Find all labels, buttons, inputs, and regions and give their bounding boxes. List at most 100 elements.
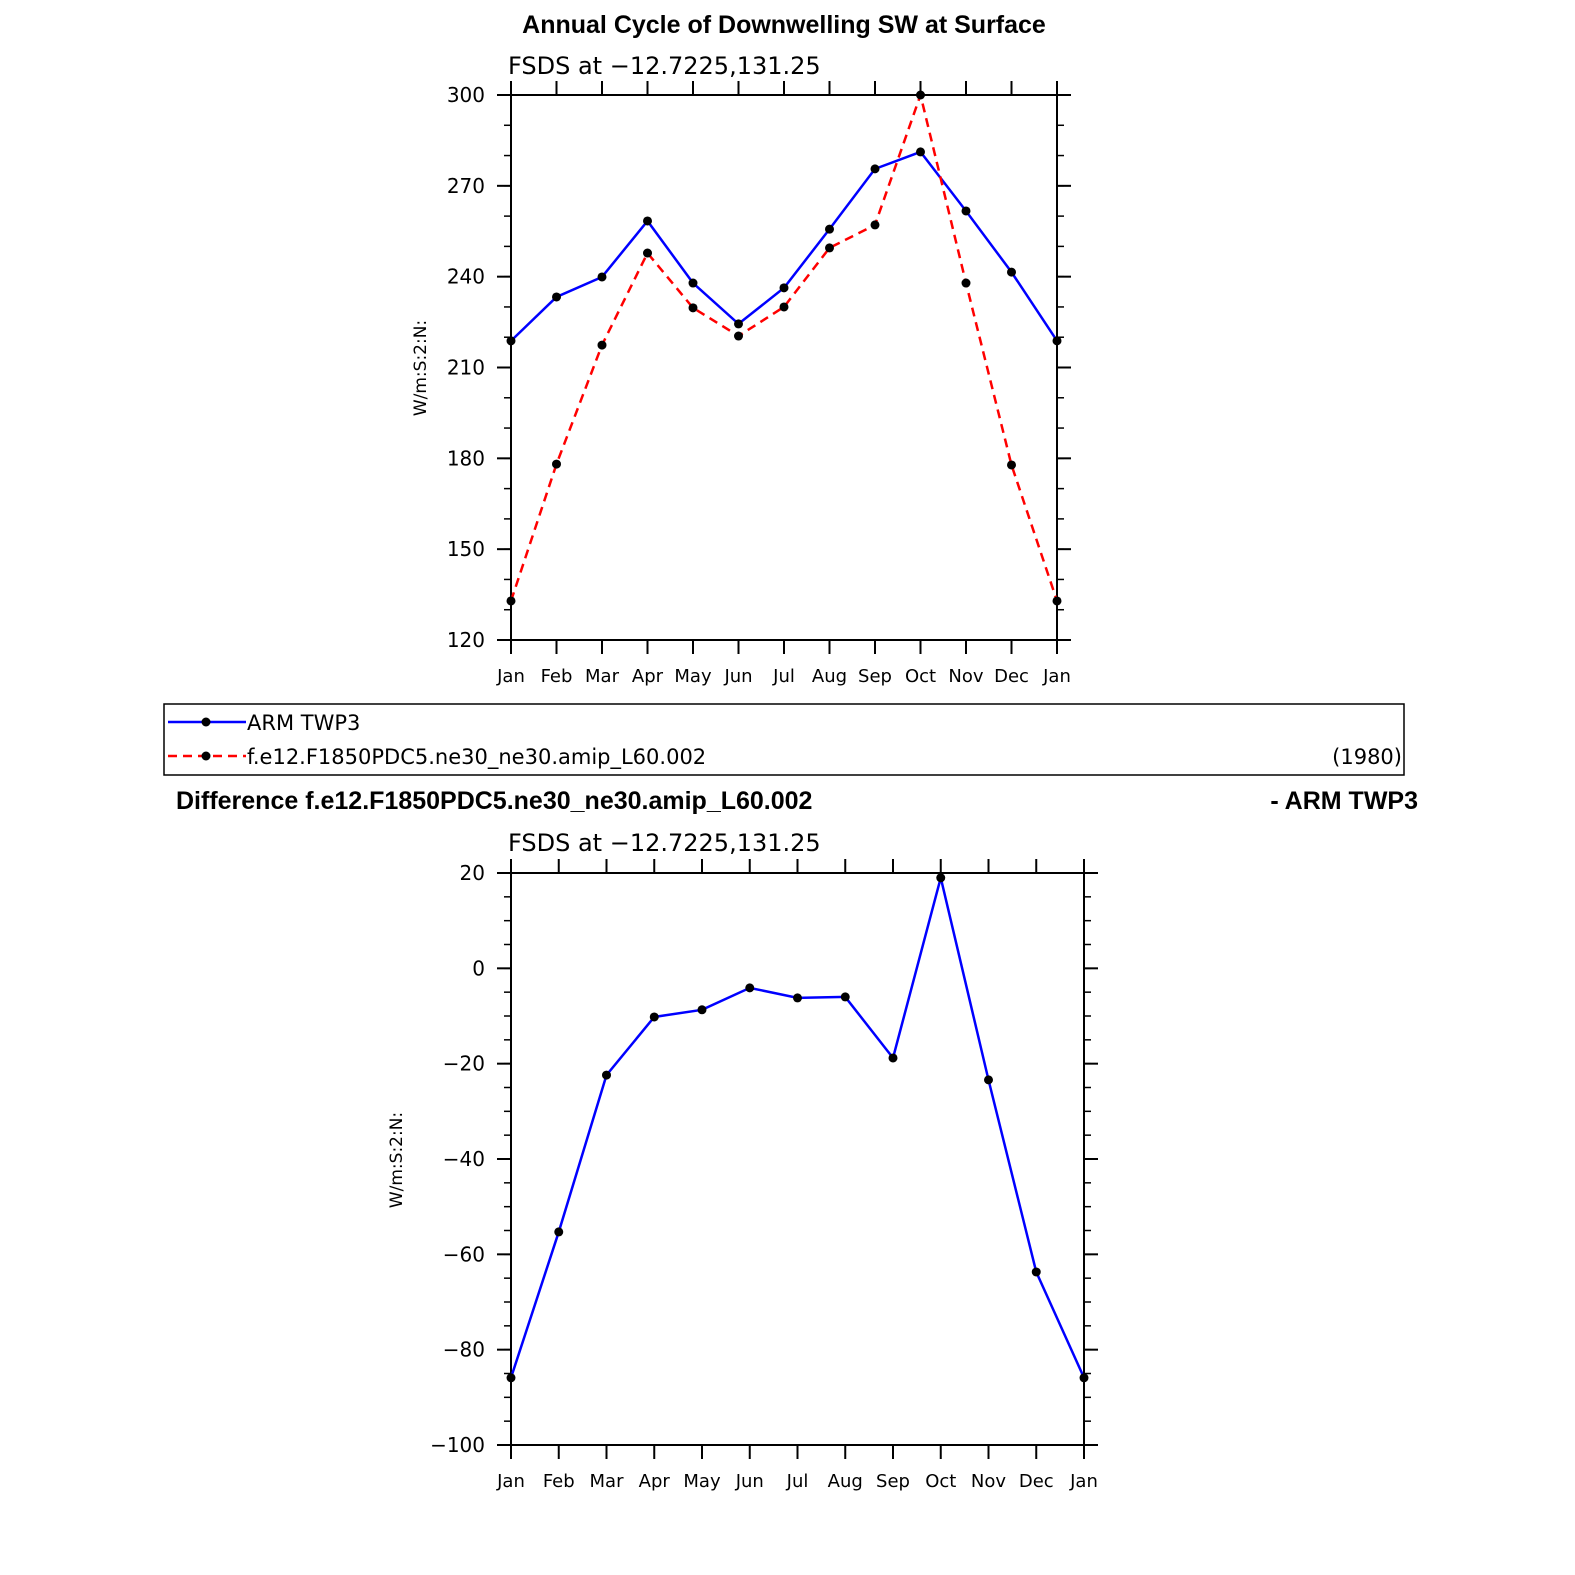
top-data-point — [688, 303, 698, 313]
x-tick-label: Mar — [590, 1471, 625, 1492]
x-tick-label: Aug — [828, 1471, 863, 1492]
x-tick-label: Feb — [543, 1471, 575, 1492]
legend-marker-model — [201, 751, 211, 761]
top-data-point — [825, 243, 834, 253]
y-tick-label: 120 — [447, 628, 485, 652]
top-data-point — [779, 302, 789, 312]
bottom-series-line-0 — [509, 877, 1086, 1379]
top-data-point — [734, 319, 743, 329]
x-tick-label: Oct — [905, 666, 936, 687]
bottom-data-point — [649, 1012, 659, 1022]
x-tick-label: May — [683, 1471, 721, 1492]
top-y-axis-label: W/m:S:2:N: — [411, 320, 431, 416]
y-tick-label: 0 — [472, 956, 485, 980]
x-tick-label: Jan — [1069, 1471, 1098, 1492]
legend-year-note: (1980) — [1332, 745, 1402, 769]
x-tick-label: Mar — [585, 666, 620, 687]
top-data-point — [597, 340, 607, 350]
top-data-point — [643, 248, 652, 258]
legend-marker-arm — [201, 717, 211, 727]
top-data-point — [1052, 336, 1062, 346]
top-data-point — [552, 292, 561, 302]
x-tick-label: Sep — [858, 666, 892, 687]
top-chart: 120 150 180 210 240 270 300 Jan Feb Mar Apr May Jun J… — [447, 81, 1071, 687]
x-tick-label: Dec — [1019, 1471, 1054, 1492]
top-data-point — [597, 272, 607, 282]
x-tick-label: Nov — [971, 1471, 1006, 1492]
y-tick-label: 210 — [447, 356, 485, 380]
bottom-data-point — [697, 1005, 707, 1015]
bottom-data-point — [888, 1053, 898, 1063]
y-tick-label: 300 — [447, 83, 485, 107]
bottom-data-point — [793, 993, 802, 1003]
bottom-data-point — [506, 1373, 516, 1383]
y-tick-label: −20 — [443, 1052, 485, 1076]
bottom-data-point — [745, 983, 755, 993]
x-tick-label: Aug — [812, 666, 847, 687]
bottom-plot-frame — [510, 872, 1085, 1446]
top-data-point — [916, 90, 925, 100]
x-tick-label: Jul — [772, 666, 795, 687]
bottom-data-point — [1079, 1373, 1089, 1383]
top-data-point — [506, 336, 516, 346]
top-data-point — [870, 220, 880, 230]
x-tick-label: Jun — [723, 666, 752, 687]
y-tick-label: −100 — [430, 1433, 485, 1457]
top-data-point — [779, 283, 789, 293]
bottom-data-point — [984, 1075, 993, 1085]
bottom-chart-title: Difference f.e12.F1850PDC5.ne30_ne30.ami… — [176, 787, 812, 815]
y-tick-label: −80 — [443, 1338, 485, 1362]
y-tick-label: 180 — [447, 446, 485, 470]
x-tick-label: Oct — [925, 1471, 956, 1492]
x-tick-label: Jul — [786, 1471, 809, 1492]
y-tick-label: 270 — [447, 174, 485, 198]
top-data-point — [1007, 460, 1016, 470]
x-tick-label: Sep — [876, 1471, 910, 1492]
x-tick-label: Jun — [735, 1471, 764, 1492]
top-data-point — [1007, 267, 1016, 277]
y-tick-label: −40 — [443, 1147, 485, 1171]
x-tick-label: May — [674, 666, 712, 687]
x-tick-label: Dec — [994, 666, 1029, 687]
bottom-data-point — [1031, 1267, 1041, 1277]
x-tick-label: Nov — [948, 666, 983, 687]
bottom-chart: −100 −80 −60 −40 −20 0 20 Jan Feb Mar Apr May Jun Jul… — [430, 859, 1098, 1492]
top-chart-subtitle: FSDS at −12.7225,131.25 — [508, 52, 821, 80]
top-series-line-1 — [509, 90, 1059, 602]
x-tick-label: Apr — [639, 1471, 671, 1492]
y-tick-label: −60 — [443, 1242, 485, 1266]
top-data-point — [916, 147, 925, 157]
top-data-point — [961, 206, 971, 216]
top-data-point — [552, 459, 561, 469]
y-tick-label: 240 — [447, 265, 485, 289]
top-data-point — [825, 224, 834, 234]
x-tick-label: Feb — [541, 666, 573, 687]
bottom-chart-subtitle: FSDS at −12.7225,131.25 — [508, 829, 821, 857]
bottom-data-point — [602, 1070, 611, 1080]
bottom-data-point — [840, 992, 850, 1002]
x-tick-label: Jan — [496, 1471, 525, 1492]
legend-label-arm: ARM TWP3 — [247, 711, 360, 735]
y-tick-label: 20 — [460, 861, 485, 885]
legend-box — [163, 703, 1405, 776]
legend-label-model: f.e12.F1850PDC5.ne30_ne30.amip_L60.002 — [247, 745, 706, 770]
top-data-point — [734, 331, 743, 341]
top-data-point — [870, 164, 880, 174]
x-tick-label: Apr — [632, 666, 664, 687]
bottom-data-point — [554, 1227, 564, 1237]
top-data-point — [688, 278, 698, 288]
top-data-point — [506, 596, 516, 606]
top-data-point — [643, 216, 652, 226]
bottom-y-axis-label: W/m:S:2:N: — [387, 1112, 407, 1208]
top-data-point — [961, 278, 971, 288]
x-tick-label: Jan — [1042, 666, 1071, 687]
x-tick-label: Jan — [496, 666, 525, 687]
top-series-line-0 — [510, 150, 1059, 342]
top-chart-title: Annual Cycle of Downwelling SW at Surfac… — [522, 11, 1046, 39]
bottom-data-point — [936, 873, 946, 883]
y-tick-label: 150 — [447, 537, 485, 561]
bottom-chart-title-right: - ARM TWP3 — [1270, 787, 1418, 815]
legend: ARM TWP3 f.e12.F1850PDC5.ne30_ne30.amip_… — [163, 703, 1405, 776]
